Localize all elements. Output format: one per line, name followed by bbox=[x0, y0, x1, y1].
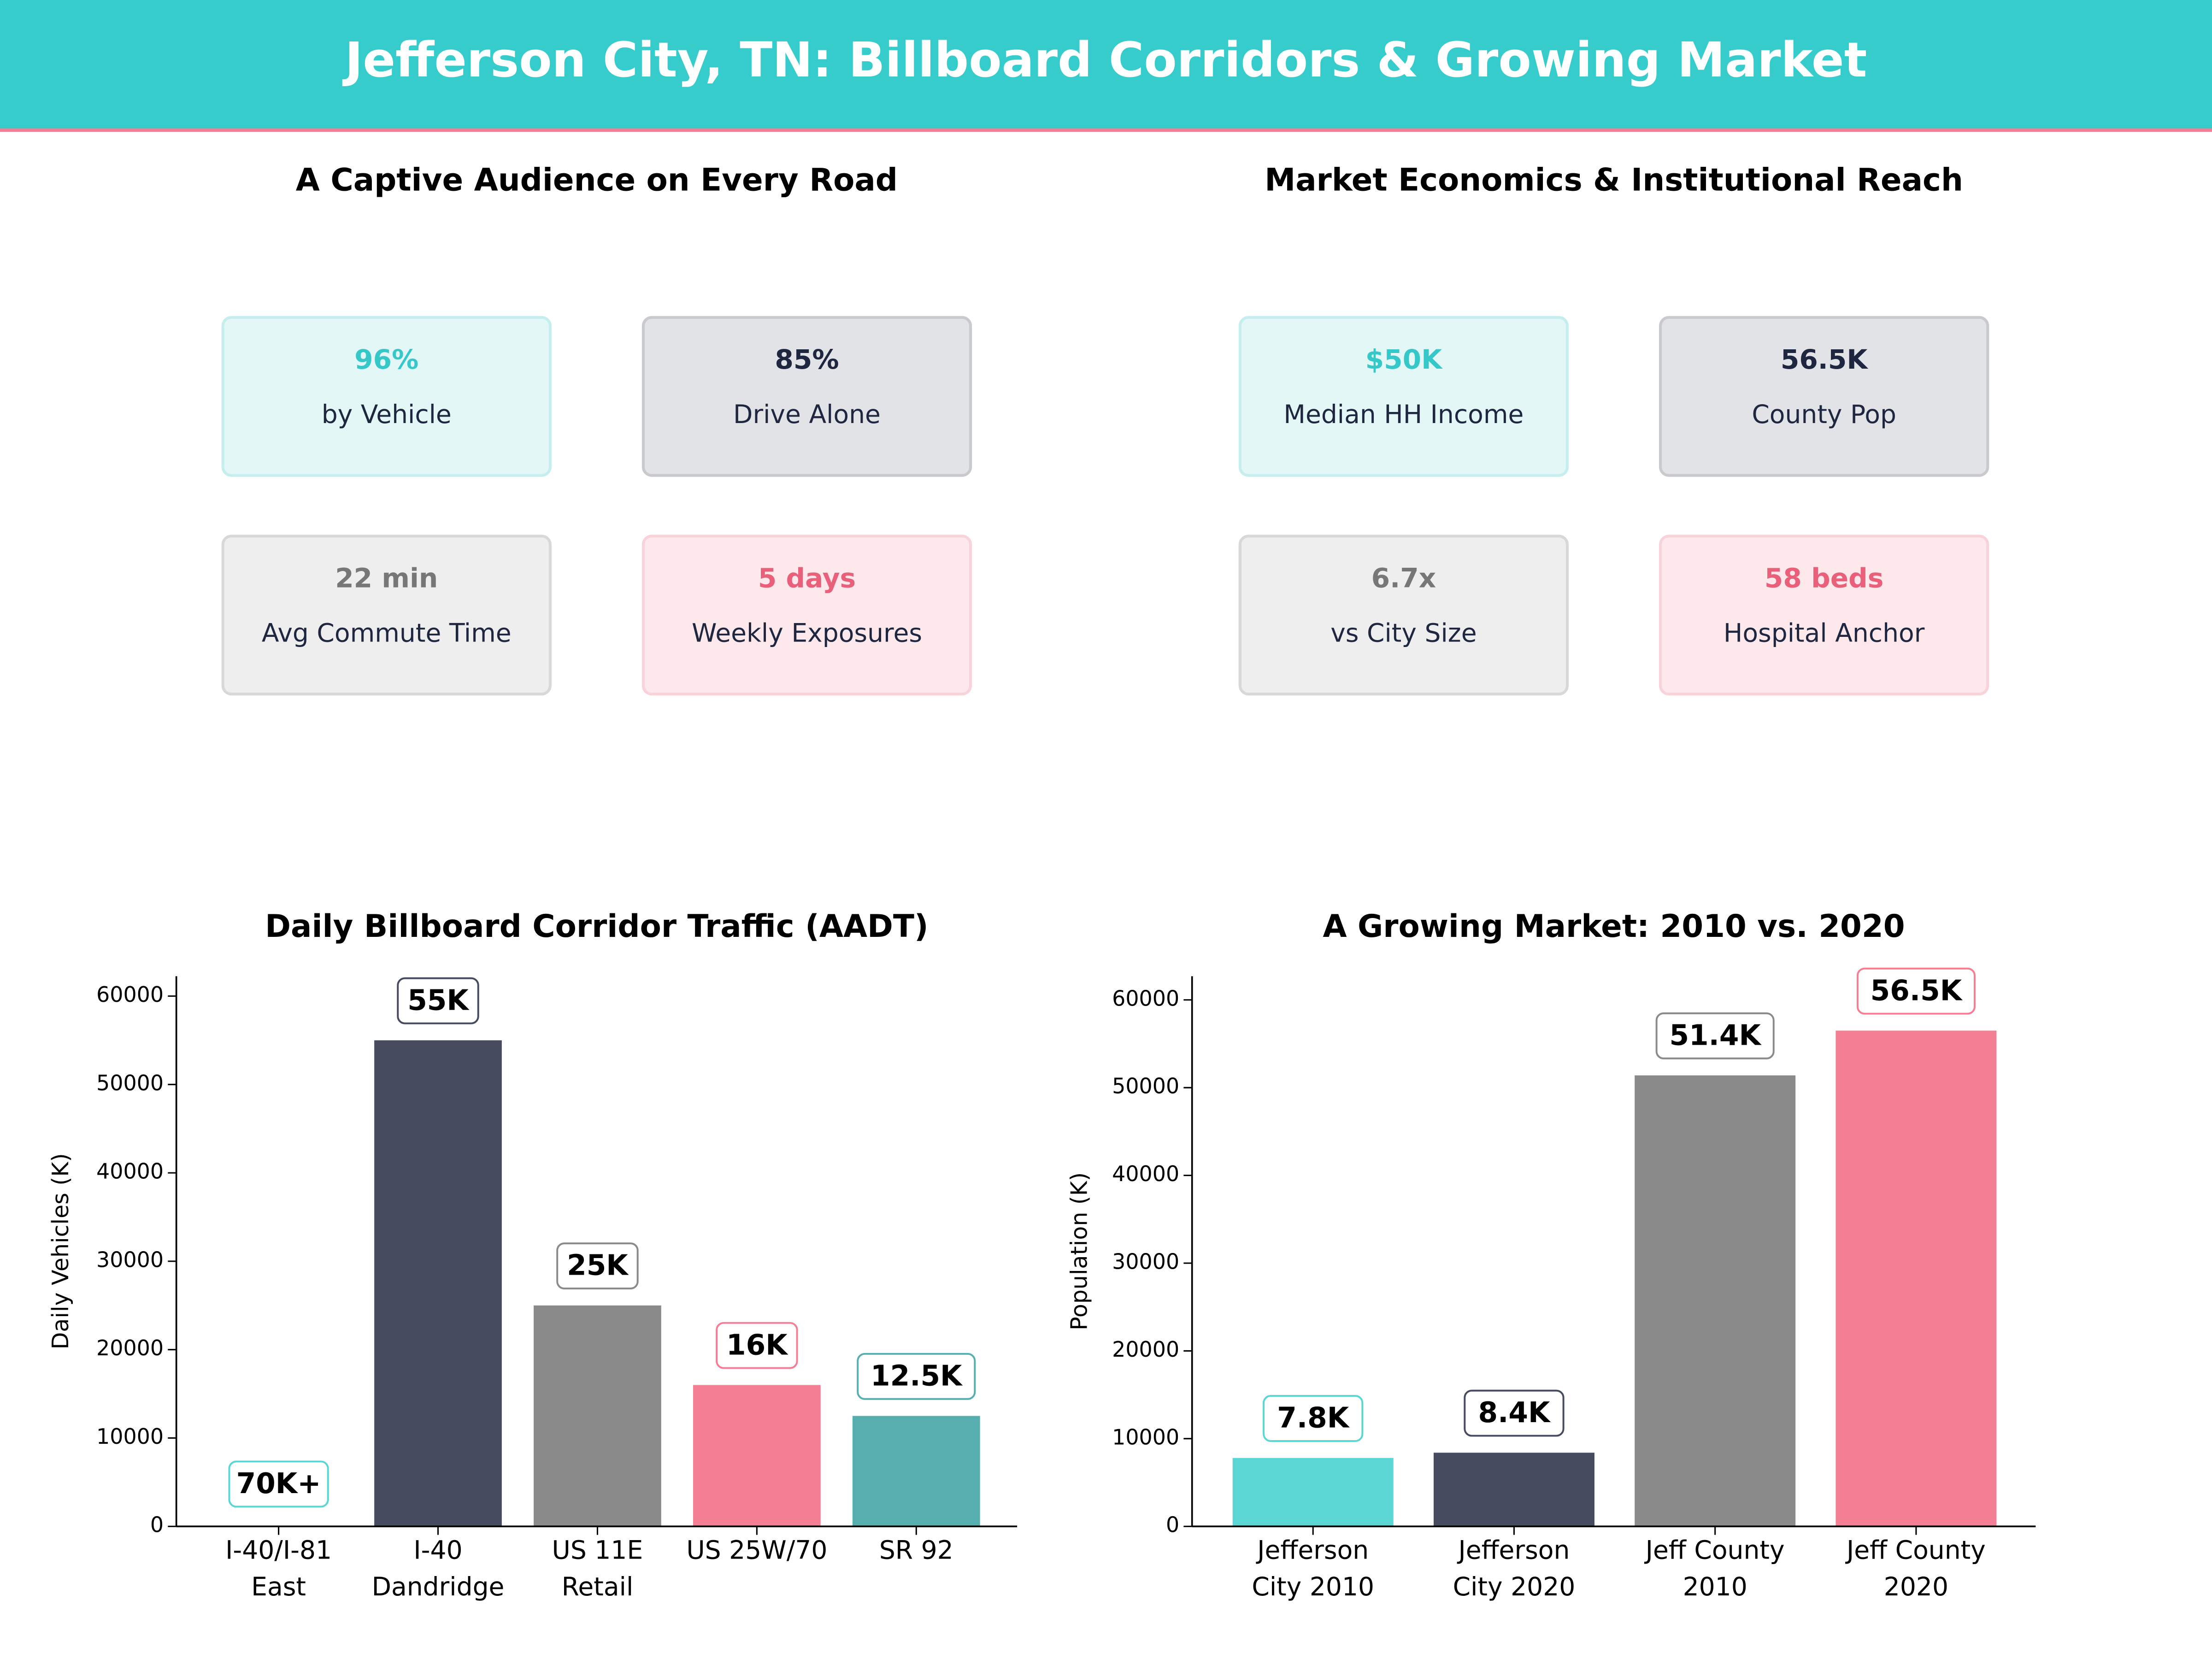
x-tick-label: I-40/I-81 East bbox=[225, 1535, 332, 1601]
y-axis-title: Daily Vehicles (K) bbox=[47, 1153, 74, 1349]
value-label: 16K bbox=[726, 1329, 788, 1361]
kpi-value: 6.7x bbox=[1371, 562, 1436, 594]
value-label-box bbox=[1655, 1012, 1775, 1059]
value-label-box bbox=[556, 1242, 639, 1290]
kpi-value: 22 min bbox=[335, 562, 438, 594]
value-label-box bbox=[857, 1353, 976, 1400]
bar bbox=[534, 1305, 661, 1527]
value-label: 12.5K bbox=[871, 1359, 963, 1392]
panel-title: Market Economics & Institutional Reach bbox=[1265, 161, 1963, 198]
y-tick-label: 30000 bbox=[1112, 1249, 1179, 1274]
y-tick-label: 0 bbox=[150, 1512, 164, 1537]
kpi-card bbox=[221, 535, 552, 696]
bar bbox=[693, 1385, 821, 1527]
chart-title: Daily Billboard Corridor Traffic (AADT) bbox=[265, 908, 929, 944]
kpi-value: 96% bbox=[354, 344, 418, 375]
kpi-card bbox=[221, 316, 552, 477]
y-tick-label: 60000 bbox=[1112, 986, 1179, 1011]
value-label-box bbox=[228, 1460, 329, 1508]
y-tick-label: 10000 bbox=[96, 1424, 164, 1449]
value-label: 25K bbox=[567, 1249, 629, 1282]
x-tick-label: Jeff County 2010 bbox=[1644, 1535, 1785, 1601]
page-title: Jefferson City, TN: Billboard Corridors … bbox=[342, 32, 1867, 88]
y-tick-label: 0 bbox=[1166, 1512, 1179, 1537]
kpi-label: Median HH Income bbox=[1283, 400, 1524, 429]
bar bbox=[852, 1416, 980, 1527]
kpi-value: 85% bbox=[775, 344, 839, 375]
kpi-card bbox=[1659, 316, 1989, 477]
y-tick-label: 30000 bbox=[96, 1247, 164, 1272]
value-label: 51.4K bbox=[1669, 1019, 1762, 1052]
x-tick-label: I-40 Dandridge bbox=[372, 1535, 505, 1601]
y-tick-label: 20000 bbox=[96, 1335, 164, 1360]
kpi-card bbox=[1238, 316, 1569, 477]
y-axis-title: Population (K) bbox=[1066, 1172, 1092, 1330]
kpi-card bbox=[641, 316, 972, 477]
kpi-value: 58 beds bbox=[1765, 562, 1884, 594]
bar bbox=[1835, 1030, 1997, 1527]
kpi-label: County Pop bbox=[1752, 400, 1896, 429]
kpi-value: 5 days bbox=[758, 562, 856, 594]
value-label: 55K bbox=[407, 984, 470, 1017]
panel-title: A Captive Audience on Every Road bbox=[296, 161, 898, 198]
y-tick-label: 40000 bbox=[1112, 1161, 1179, 1186]
value-label: 56.5K bbox=[1871, 974, 1963, 1007]
value-label: 70K+ bbox=[236, 1467, 321, 1500]
value-label: 7.8K bbox=[1277, 1402, 1350, 1435]
bar bbox=[1635, 1075, 1796, 1527]
value-label-box bbox=[397, 977, 479, 1024]
chart-title: A Growing Market: 2010 vs. 2020 bbox=[1323, 908, 1905, 944]
y-tick-label: 40000 bbox=[96, 1159, 164, 1184]
kpi-label: Avg Commute Time bbox=[262, 618, 512, 648]
bar bbox=[374, 1040, 502, 1527]
header-rule bbox=[0, 128, 2212, 132]
x-tick-label: Jefferson City 2020 bbox=[1453, 1535, 1576, 1601]
value-label: 8.4K bbox=[1478, 1396, 1551, 1429]
y-tick-label: 50000 bbox=[1112, 1074, 1179, 1099]
kpi-label: vs City Size bbox=[1330, 618, 1477, 648]
value-label-box bbox=[1464, 1389, 1565, 1437]
bar bbox=[1232, 1458, 1394, 1527]
y-tick-label: 10000 bbox=[1112, 1424, 1179, 1449]
kpi-card bbox=[1238, 535, 1569, 696]
kpi-value: $50K bbox=[1365, 344, 1443, 375]
x-tick-label: SR 92 bbox=[879, 1535, 953, 1565]
x-tick-label: Jeff County 2020 bbox=[1845, 1535, 1986, 1601]
kpi-label: by Vehicle bbox=[322, 400, 452, 429]
kpi-card bbox=[641, 535, 972, 696]
value-label-box bbox=[1263, 1395, 1364, 1442]
y-tick-label: 50000 bbox=[96, 1071, 164, 1095]
kpi-label: Drive Alone bbox=[733, 400, 881, 429]
y-tick-label: 20000 bbox=[1112, 1337, 1179, 1362]
kpi-value: 56.5K bbox=[1781, 344, 1868, 375]
y-tick-label: 60000 bbox=[96, 982, 164, 1007]
value-label-box bbox=[716, 1322, 798, 1369]
bar bbox=[1433, 1453, 1594, 1527]
kpi-label: Weekly Exposures bbox=[692, 618, 922, 648]
kpi-card bbox=[1659, 535, 1989, 696]
x-tick-label: US 25W/70 bbox=[686, 1535, 827, 1565]
kpi-label: Hospital Anchor bbox=[1724, 618, 1925, 648]
x-tick-label: Jefferson City 2010 bbox=[1252, 1535, 1374, 1601]
header-bar bbox=[0, 0, 2212, 130]
x-tick-label: US 11E Retail bbox=[552, 1535, 643, 1601]
value-label-box bbox=[1856, 967, 1976, 1015]
